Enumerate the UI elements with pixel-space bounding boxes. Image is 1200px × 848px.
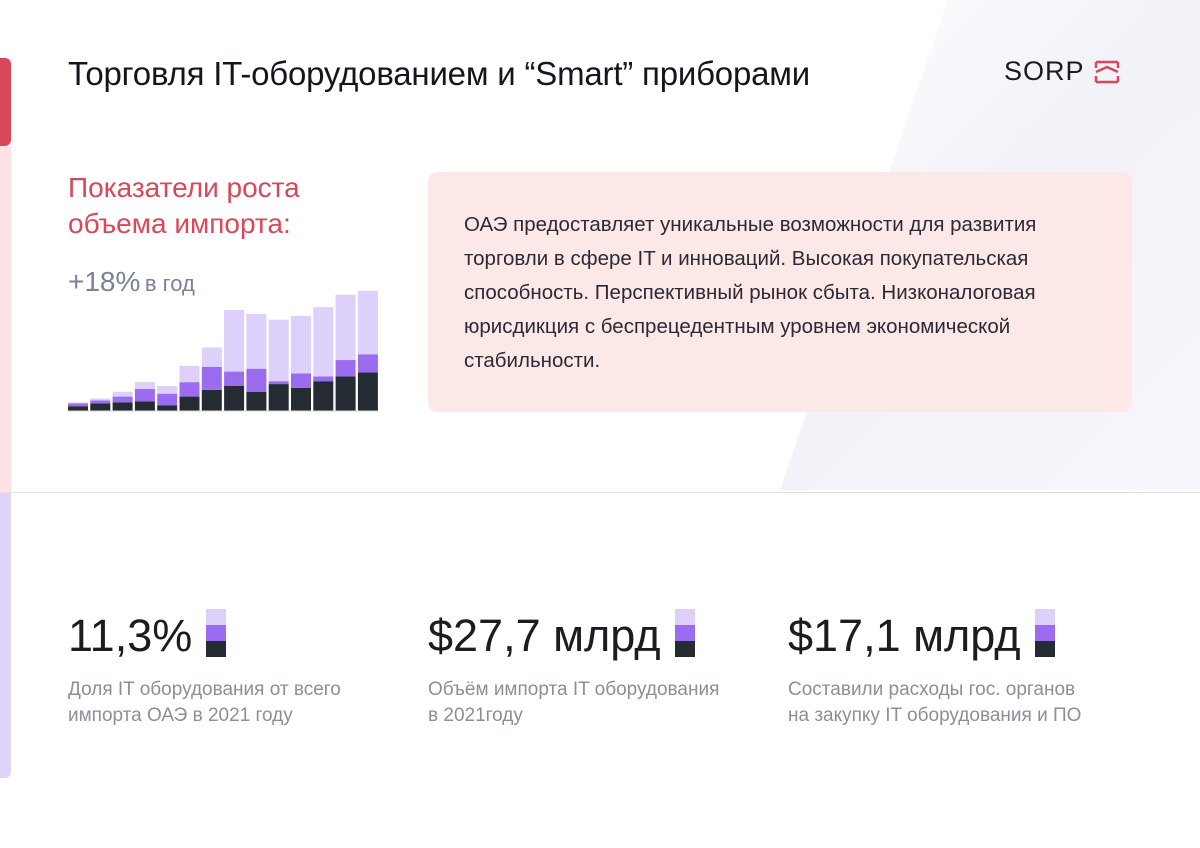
bar-segment-middle	[134, 388, 155, 402]
bar-segment-middle	[201, 366, 222, 390]
page-title: Торговля IT-оборудованием и “Smart” приб…	[68, 55, 810, 92]
bar-segment-middle	[313, 376, 334, 382]
import-growth-chart	[68, 290, 378, 412]
bar-segment-bottom	[313, 381, 334, 411]
growth-heading: Показатели роста объема импорта:	[68, 172, 300, 239]
section-divider	[0, 492, 1200, 493]
bar-segment-top	[313, 307, 334, 377]
bar-segment-bottom	[112, 402, 133, 411]
bar-segment-middle	[224, 371, 245, 386]
bar-segment-middle	[157, 393, 178, 406]
bar-segment-bottom	[134, 401, 155, 411]
bar-segment-middle	[335, 360, 356, 377]
sorp-logo-icon	[1094, 60, 1119, 83]
bar-segment-middle	[246, 368, 267, 392]
bar-segment-top	[179, 365, 200, 383]
bar-segment-top	[201, 347, 222, 367]
bar-segment-middle	[112, 396, 133, 403]
bar-segment-top	[268, 319, 289, 382]
bar-segment-middle	[68, 403, 88, 407]
growth-rate: +18% в год	[68, 266, 195, 298]
bar-segment-top	[112, 391, 133, 397]
stacked-bar-icon	[206, 609, 227, 657]
stat-description-line: импорта ОАЭ в 2021 году	[68, 705, 293, 726]
stat-description-line: в 2021году	[428, 705, 523, 726]
bar-segment-top	[224, 310, 245, 372]
bar-segment-middle	[357, 354, 378, 373]
accent-rail-top	[0, 58, 11, 146]
stat-value: $17,1 млрд	[788, 610, 1021, 661]
stat-description-line: Объём импорта IT оборудования	[428, 679, 720, 700]
growth-rate-value: +18%	[68, 266, 141, 297]
bar-segment-bottom	[246, 391, 267, 411]
stacked-bar-icon	[674, 609, 695, 657]
bar-segment-bottom	[268, 384, 289, 411]
bar-segment-top	[246, 313, 267, 369]
bar-segment-top	[68, 402, 88, 404]
accent-rail-middle	[0, 146, 11, 492]
logo: SORP	[1004, 56, 1121, 87]
stacked-bar-icon	[1034, 609, 1055, 657]
accent-rail-bottom	[0, 492, 11, 778]
bar-segment-top	[157, 386, 178, 394]
stat-description: Объём импорта IT оборудования в 2021году	[428, 677, 719, 729]
info-text: ОАЭ предоставляет уникальные возможности…	[464, 213, 1037, 372]
bar-segment-top	[134, 382, 155, 389]
bar-segment-bottom	[157, 405, 178, 411]
stat-value: $27,7 млрд	[428, 610, 661, 661]
info-panel: ОАЭ предоставляет уникальные возможности…	[428, 172, 1132, 412]
bar-segment-bottom	[68, 406, 88, 411]
stat-value: 11,3%	[68, 610, 193, 661]
bar-segment-bottom	[357, 372, 378, 411]
stat-description-line: Доля IT оборудования от всего	[68, 679, 341, 700]
bar-segment-top	[335, 294, 356, 361]
bar-segment-middle	[179, 382, 200, 397]
bar-segment-top	[90, 398, 111, 401]
bar-segment-bottom	[335, 376, 356, 411]
stat-description: Составили расходы гос. органов на закупк…	[788, 677, 1081, 729]
bar-segment-bottom	[201, 389, 222, 411]
bar-segment-middle	[291, 373, 311, 388]
stat-import-volume: $27,7 млрд Объём импорта IT оборудования…	[428, 606, 719, 729]
stat-description-line: Составили расходы гос. органов	[788, 679, 1076, 700]
bar-segment-middle	[90, 400, 111, 404]
stat-it-share: 11,3% Доля IT оборудования от всего импо…	[68, 606, 341, 729]
bar-segment-bottom	[291, 387, 311, 411]
stat-description-line: на закупку IT оборудования и ПО	[788, 705, 1082, 726]
bar-segment-bottom	[179, 396, 200, 411]
bar-segment-top	[291, 315, 311, 374]
bar-segment-bottom	[224, 386, 245, 411]
bar-segment-top	[357, 290, 378, 355]
stat-government-spending: $17,1 млрд Составили расходы гос. органо…	[788, 606, 1081, 729]
bar-segment-middle	[268, 381, 289, 385]
stat-description: Доля IT оборудования от всего импорта ОА…	[68, 677, 341, 729]
bar-segment-bottom	[90, 403, 111, 411]
growth-rate-unit: в год	[144, 271, 195, 296]
logo-text: SORP	[1004, 56, 1085, 86]
